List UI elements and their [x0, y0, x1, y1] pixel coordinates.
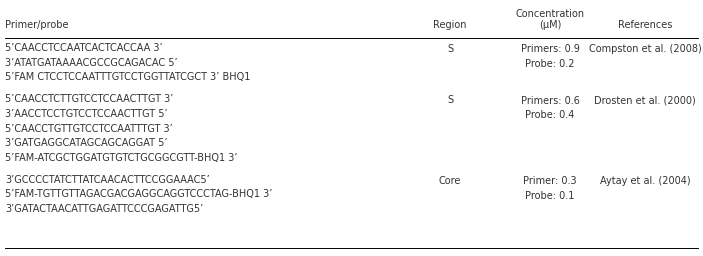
Text: Probe: 0.4: Probe: 0.4 [525, 110, 574, 121]
Text: Primers: 0.6: Primers: 0.6 [520, 96, 579, 106]
Text: 3’GCCCCTATCTTATCAACACTTCCGGAAAC5’: 3’GCCCCTATCTTATCAACACTTCCGGAAAC5’ [5, 175, 209, 185]
Text: Drosten et al. (2000): Drosten et al. (2000) [594, 96, 696, 106]
Text: S: S [447, 95, 453, 105]
Text: 5’CAACCTGTTGTCCTCCAATTTGT 3’: 5’CAACCTGTTGTCCTCCAATTTGT 3’ [5, 123, 173, 133]
Text: 3’AACCTCCTGTCCTCCAACTTGT 5’: 3’AACCTCCTGTCCTCCAACTTGT 5’ [5, 109, 167, 119]
Text: Concentration: Concentration [515, 9, 585, 19]
Text: 5’FAM-TGTTGTTAGACGACGAGGCAGGTCCCTAG-BHQ1 3’: 5’FAM-TGTTGTTAGACGACGAGGCAGGTCCCTAG-BHQ1… [5, 189, 272, 199]
Text: References: References [618, 20, 672, 30]
Text: Aytay et al. (2004): Aytay et al. (2004) [600, 176, 690, 186]
Text: 5’CAACCTCTTGTCCTCCAACTTGT 3’: 5’CAACCTCTTGTCCTCCAACTTGT 3’ [5, 94, 174, 104]
Text: 5’FAM-ATCGCTGGATGTGTCTGCGGCGTT-BHQ1 3’: 5’FAM-ATCGCTGGATGTGTCTGCGGCGTT-BHQ1 3’ [5, 153, 238, 163]
Text: (μM): (μM) [538, 20, 561, 30]
Text: Compston et al. (2008): Compston et al. (2008) [588, 45, 702, 55]
Text: 3’GATGAGGCATAGCAGCAGGAT 5’: 3’GATGAGGCATAGCAGCAGGAT 5’ [5, 138, 167, 148]
Text: Probe: 0.1: Probe: 0.1 [525, 191, 574, 201]
Text: 3’ATATGATAAAACGCCGCAGACAC 5’: 3’ATATGATAAAACGCCGCAGACAC 5’ [5, 58, 178, 68]
Text: 3’GATACTAACATTGAGATTCCCGAGATTG5’: 3’GATACTAACATTGAGATTCCCGAGATTG5’ [5, 204, 203, 214]
Text: 5’FAM CTCCTCCAATTTGTCCTGGTTATCGCT 3’ BHQ1: 5’FAM CTCCTCCAATTTGTCCTGGTTATCGCT 3’ BHQ… [5, 72, 250, 82]
Text: Core: Core [439, 176, 461, 186]
Text: S: S [447, 44, 453, 54]
Text: Primer: 0.3: Primer: 0.3 [523, 176, 577, 186]
Text: Region: Region [433, 20, 467, 30]
Text: 5’CAACCTCCAATCACTCACCAA 3’: 5’CAACCTCCAATCACTCACCAA 3’ [5, 43, 162, 53]
Text: Primers: 0.9: Primers: 0.9 [520, 45, 579, 55]
Text: Primer/probe: Primer/probe [5, 20, 68, 30]
Text: Probe: 0.2: Probe: 0.2 [525, 59, 575, 69]
